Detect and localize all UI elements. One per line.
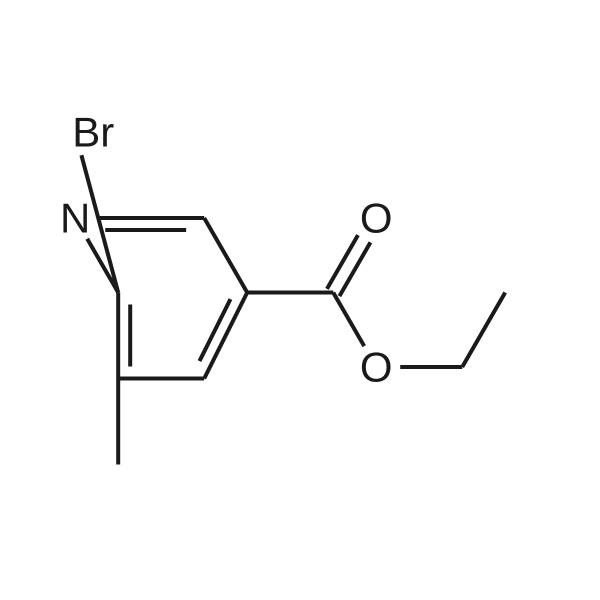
- bond-main: [462, 292, 505, 366]
- bond-double-b: [327, 235, 358, 289]
- molecule-canvas: N Br O O: [0, 0, 600, 600]
- atom-label-n: N: [60, 195, 90, 242]
- atom-label-br: Br: [72, 109, 114, 156]
- atom-label-od: O: [360, 195, 393, 242]
- atom-label-os: O: [360, 343, 393, 390]
- bond-main: [333, 292, 364, 346]
- bond-double-inner: [199, 299, 230, 361]
- bond-main: [87, 239, 118, 293]
- bond-double-a: [339, 242, 370, 296]
- bond-main: [204, 218, 247, 292]
